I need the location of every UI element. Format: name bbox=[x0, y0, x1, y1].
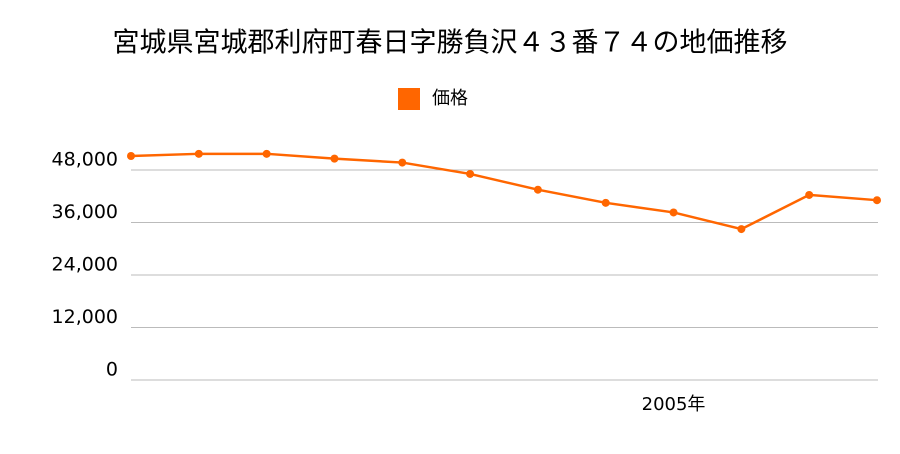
y-tick-label: 12,000 bbox=[52, 306, 118, 328]
line bbox=[130, 152, 878, 231]
point bbox=[805, 190, 814, 199]
y-tick-label: 36,000 bbox=[52, 201, 118, 223]
legend-swatch bbox=[398, 88, 420, 110]
chart-title: 宮城県宮城郡利府町春日字勝負沢４３番７４の地価推移 bbox=[113, 28, 788, 59]
point bbox=[873, 196, 881, 205]
x-tick-label: 2005年 bbox=[642, 394, 706, 415]
y-tick-label: 48,000 bbox=[52, 149, 118, 171]
point bbox=[194, 149, 203, 158]
point bbox=[466, 169, 475, 178]
point bbox=[398, 158, 407, 167]
point bbox=[601, 198, 610, 207]
legend-label: 価格 bbox=[432, 88, 468, 109]
y-tick-label: 24,000 bbox=[52, 254, 118, 276]
point bbox=[330, 154, 339, 163]
point bbox=[669, 208, 678, 217]
point bbox=[262, 149, 271, 158]
point bbox=[533, 185, 542, 194]
point bbox=[737, 225, 746, 234]
point bbox=[127, 152, 135, 160]
y-tick-label: 0 bbox=[106, 359, 118, 381]
